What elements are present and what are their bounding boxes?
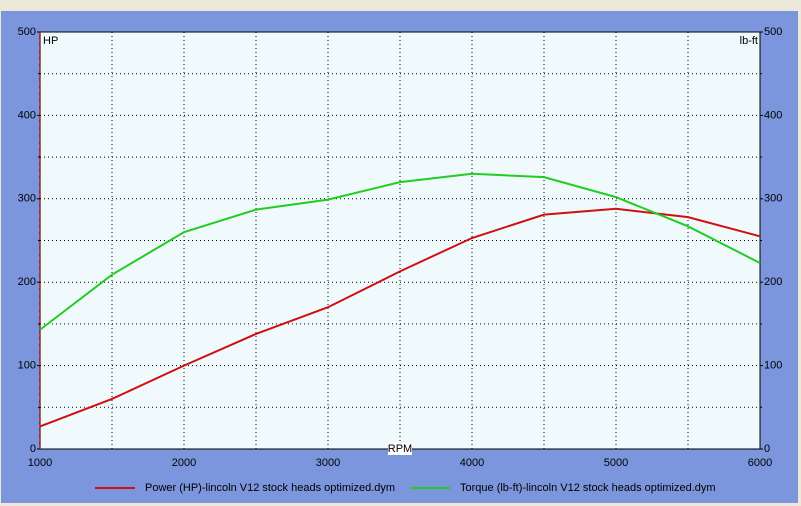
y-tick-label: 0 [30,443,36,455]
y-tick-label: 200 [18,276,36,288]
y-tick-label: 500 [18,26,36,38]
y2-axis-label: lb-ft [740,35,758,47]
y2-tick-label: 500 [764,26,782,38]
legend-label: Torque (lb-ft)-lincoln V12 stock heads o… [460,482,716,494]
y-axis-label: HP [43,35,58,47]
series-line [39,172,761,331]
x-label-background [388,443,412,455]
series-line [39,207,761,428]
y2-tick-label: 400 [764,109,782,121]
y2-tick-label: 300 [764,193,782,205]
x-tick-label: 6000 [748,457,772,469]
y-tick-label: 400 [18,109,36,121]
x-tick-label: 1000 [28,457,52,469]
x-axis-label: RPM [388,443,412,455]
y2-tick-label: 0 [764,443,770,455]
x-tick-label: 5000 [604,457,628,469]
y2-tick-label: 200 [764,276,782,288]
legend-label: Power (HP)-lincoln V12 stock heads optim… [145,482,395,494]
y-tick-label: 300 [18,193,36,205]
y-tick-label: 100 [18,360,36,372]
x-tick-label: 3000 [316,457,340,469]
x-tick-label: 2000 [172,457,196,469]
y2-tick-label: 100 [764,360,782,372]
x-tick-label: 4000 [460,457,484,469]
